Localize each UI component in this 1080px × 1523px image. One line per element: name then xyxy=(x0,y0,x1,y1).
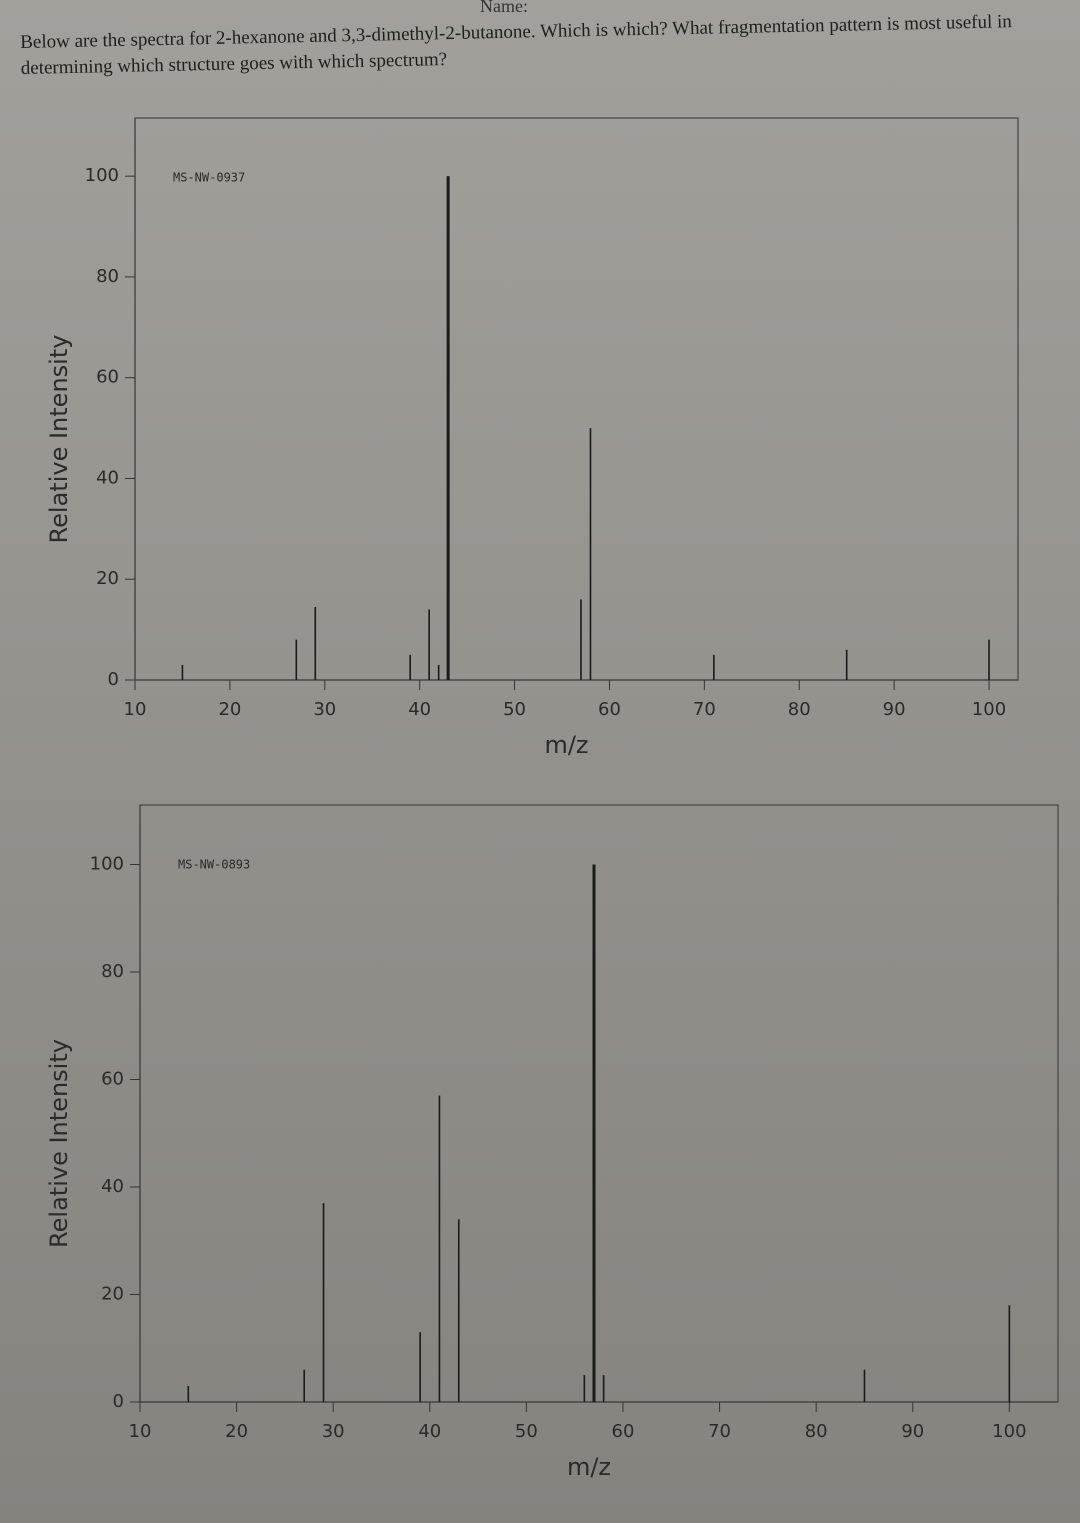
x-tick-label: 70 xyxy=(708,1421,731,1442)
x-tick-label: 90 xyxy=(883,699,906,720)
annotation: MS-NW-0893 xyxy=(178,858,250,872)
y-axis-label: Relative Intensity xyxy=(45,1039,73,1248)
x-tick-label: 60 xyxy=(612,1421,635,1442)
y-tick-label: 40 xyxy=(96,467,119,488)
x-tick-label: 80 xyxy=(805,1421,828,1442)
y-axis-label: Relative Intensity xyxy=(45,335,73,544)
plot-frame xyxy=(134,117,1019,681)
x-tick-label: 50 xyxy=(515,1421,538,1442)
y-tick-label: 0 xyxy=(113,1391,124,1412)
annotation: MS-NW-0937 xyxy=(173,171,245,185)
y-tick-label: 100 xyxy=(85,165,119,186)
x-tick-label: 100 xyxy=(992,1421,1026,1442)
x-tick-label: 40 xyxy=(408,699,431,720)
y-tick-label: 100 xyxy=(90,854,124,875)
plot-frame xyxy=(139,804,1059,1403)
x-tick-label: 30 xyxy=(322,1421,345,1442)
x-axis-label: m/z xyxy=(567,1453,611,1481)
x-tick-label: 20 xyxy=(225,1421,248,1442)
y-tick-label: 40 xyxy=(101,1176,124,1197)
x-tick-label: 10 xyxy=(124,699,147,720)
x-tick-label: 60 xyxy=(598,699,621,720)
x-tick-label: 40 xyxy=(418,1421,441,1442)
x-tick-label: 80 xyxy=(788,699,811,720)
x-axis-label: m/z xyxy=(544,731,588,759)
y-tick-label: 60 xyxy=(96,367,119,388)
x-tick-label: 30 xyxy=(313,699,336,720)
y-tick-label: 0 xyxy=(108,669,119,690)
y-tick-label: 20 xyxy=(101,1284,124,1305)
x-tick-label: 90 xyxy=(901,1421,924,1442)
y-tick-label: 80 xyxy=(101,961,124,982)
x-tick-label: 70 xyxy=(693,699,716,720)
y-tick-label: 20 xyxy=(96,568,119,589)
x-tick-label: 50 xyxy=(503,699,526,720)
name-field: Name: xyxy=(480,0,528,16)
y-tick-label: 60 xyxy=(101,1069,124,1090)
x-tick-label: 10 xyxy=(129,1421,152,1442)
y-tick-label: 80 xyxy=(96,266,119,287)
x-tick-label: 100 xyxy=(972,699,1006,720)
x-tick-label: 20 xyxy=(218,699,241,720)
